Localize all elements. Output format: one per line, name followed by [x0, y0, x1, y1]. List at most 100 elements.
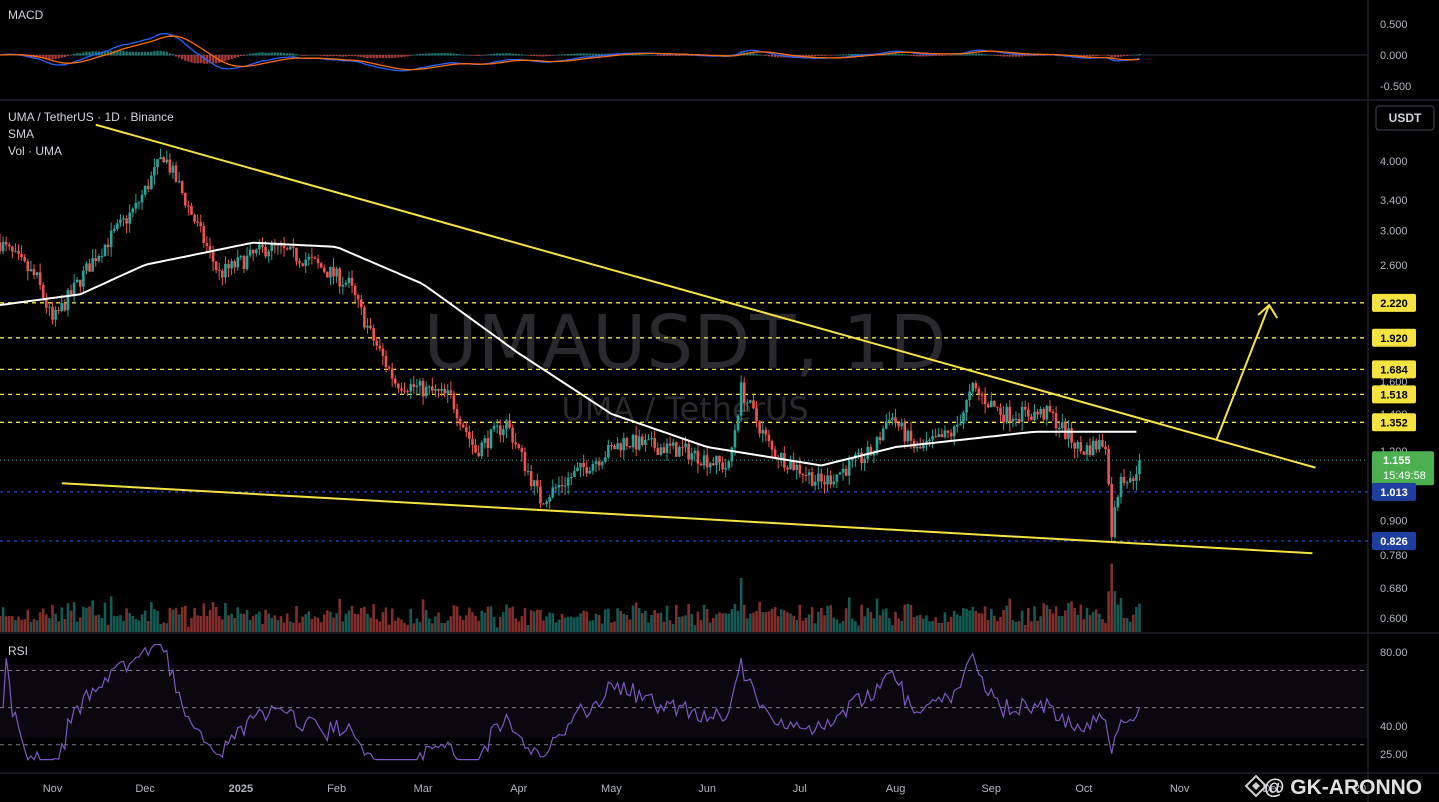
candle-body: [288, 246, 292, 250]
candle-body: [746, 402, 749, 404]
candle-body: [637, 436, 641, 450]
macd-tick: 0.000: [1380, 50, 1408, 62]
macd-histogram-bar: [332, 55, 335, 57]
volume-bar: [1138, 603, 1141, 632]
macd-histogram-bar: [511, 53, 514, 56]
candle-body: [1064, 422, 1067, 440]
candle-body: [980, 394, 984, 396]
candle-body: [1067, 428, 1070, 440]
gk-watermark-text: @ GK-ARONNO: [1264, 776, 1422, 799]
volume-bar: [461, 619, 465, 632]
volume-bars: [0, 563, 1141, 632]
volume-bar: [17, 616, 20, 632]
candle-body: [653, 437, 656, 448]
volume-bar: [705, 609, 709, 632]
macd-histogram-bar: [63, 55, 67, 58]
candle-body: [1008, 406, 1012, 422]
candle-body: [712, 463, 715, 466]
sma-legend[interactable]: SMA: [8, 127, 34, 141]
macd-histogram-bar: [1024, 55, 1027, 57]
volume-bar: [860, 604, 863, 632]
macd-histogram-bar: [418, 53, 422, 56]
macd-histogram-bar: [66, 55, 70, 57]
candle-body: [322, 267, 326, 272]
candle-body: [810, 472, 814, 486]
volume-bar: [183, 605, 187, 632]
macd-histogram-bar: [520, 54, 524, 56]
volume-bar: [671, 623, 675, 632]
macd-histogram-bar: [644, 54, 647, 56]
macd-histogram-bar: [125, 51, 128, 56]
volume-bar: [619, 610, 622, 632]
macd-histogram-bar: [684, 55, 687, 56]
macd-histogram-bar: [761, 54, 764, 56]
volume-bar: [471, 612, 474, 632]
volume-bar: [239, 613, 243, 632]
candle-body: [29, 269, 33, 272]
candle-body: [329, 266, 332, 278]
macd-histogram-bar: [946, 55, 950, 56]
volume-bar: [1039, 616, 1042, 632]
candle-body: [23, 257, 27, 262]
candle-body: [66, 290, 70, 311]
current-price-badge-bg: [1372, 451, 1434, 486]
candle-body: [915, 446, 919, 449]
macd-histogram-bar: [650, 54, 653, 56]
macd-histogram-bar: [817, 55, 820, 57]
time-tick: 2025: [229, 783, 253, 795]
support-badge-bg: [1372, 482, 1416, 501]
candle-body: [387, 366, 391, 369]
currency-button[interactable]: [1375, 105, 1435, 131]
candle-body: [1057, 427, 1061, 429]
level-badge: 2.220: [1380, 298, 1408, 310]
candle-body: [1119, 476, 1123, 497]
candle-body: [878, 437, 882, 441]
price-tick: 3.000: [1380, 225, 1408, 237]
macd-histogram-bar: [255, 52, 258, 56]
macd-histogram-bar: [335, 55, 338, 56]
candle-body: [872, 453, 876, 456]
volume-bar: [915, 615, 919, 632]
volume-bar: [1057, 615, 1061, 632]
macd-histogram-bar: [671, 55, 675, 56]
candle-body: [965, 400, 968, 413]
volume-bar: [588, 620, 592, 632]
volume-legend[interactable]: Vol · UMA: [8, 144, 62, 158]
volume-bar: [610, 622, 613, 632]
volume-bar: [171, 609, 175, 632]
candle-body: [804, 475, 808, 477]
volume-bar: [276, 620, 280, 632]
volume-bar: [684, 615, 687, 632]
volume-bar: [779, 609, 783, 632]
rsi-tick: 80.00: [1380, 647, 1408, 659]
volume-bar: [137, 620, 141, 632]
macd-histogram-bar: [835, 54, 839, 56]
symbol-title[interactable]: UMA / TetherUS · 1D · Binance: [8, 110, 174, 124]
currency-button-label[interactable]: USDT: [1389, 111, 1422, 125]
time-tick: Oct: [1075, 783, 1092, 795]
macd-histogram-bar: [82, 52, 85, 56]
macd-histogram-bar: [638, 54, 641, 56]
macd-histogram-bar: [1017, 55, 1021, 57]
volume-bar: [140, 614, 144, 632]
candle-body: [310, 256, 314, 258]
time-tick: 20: [1354, 783, 1366, 795]
volume-bar: [292, 622, 295, 632]
volume-bar: [563, 617, 567, 632]
macd-histogram-bar: [1138, 54, 1141, 56]
volume-bar: [755, 610, 758, 632]
candle-body: [807, 472, 811, 476]
candle-body: [350, 277, 354, 286]
candle-body: [863, 458, 866, 464]
candle-body: [755, 408, 758, 422]
volume-bar: [88, 606, 91, 632]
macd-histogram-bar: [665, 55, 669, 56]
candle-body: [557, 485, 561, 488]
volume-bar: [1082, 619, 1086, 632]
candle-body: [168, 159, 172, 173]
candle-body: [909, 430, 913, 441]
trendlines[interactable]: [61, 123, 1316, 555]
macd-histogram-bar: [85, 51, 88, 56]
macd-histogram-bar: [100, 51, 104, 56]
price-tick: 0.780: [1380, 550, 1408, 562]
